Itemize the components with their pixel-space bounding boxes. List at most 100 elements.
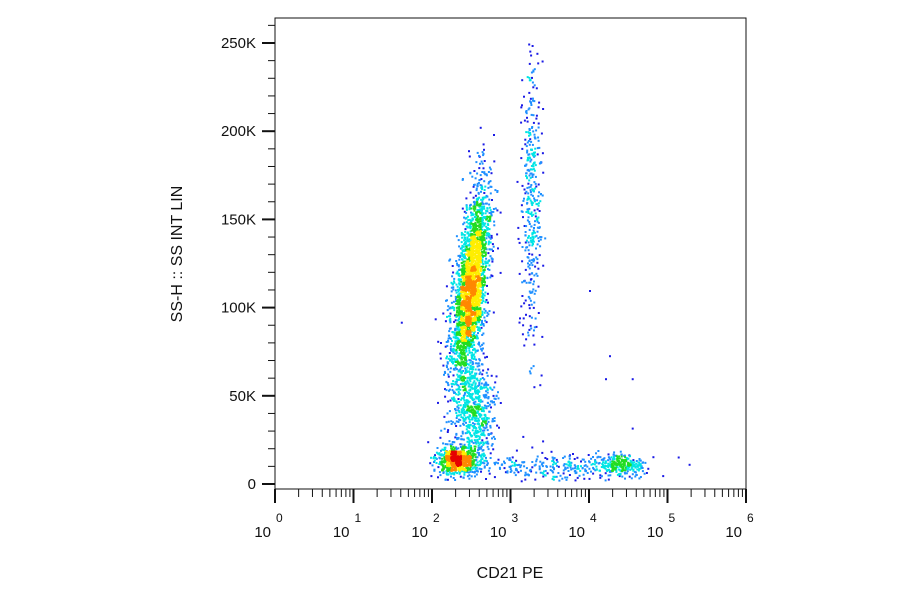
event-dot [464,384,467,387]
event-dot [474,280,477,283]
event-dot [595,465,598,468]
event-dot [508,458,511,461]
event-dot [530,54,533,57]
event-dot [463,313,465,316]
event-dot [533,199,536,201]
event-dot [541,462,544,465]
event-dot [486,374,489,377]
event-dot [464,247,467,250]
event-dot [457,254,460,257]
event-dot [487,396,490,398]
event-dot [459,311,462,314]
event-dot [489,185,492,188]
event-dot [478,364,481,367]
event-dot [475,321,478,324]
event-dot [459,302,462,305]
event-dot [602,465,605,468]
event-dot [486,417,489,419]
event-dot [541,451,544,454]
event-dot [484,173,487,176]
event-dot [527,192,530,195]
event-dot [474,412,477,414]
event-dot [466,278,469,280]
event-dot [439,436,442,439]
event-dot [486,388,489,391]
event-dot [482,429,484,432]
event-dot [472,245,475,248]
event-dot [584,460,587,463]
event-dot [488,198,491,201]
event-dot [444,395,447,398]
event-dot [482,407,485,410]
event-dot [466,283,469,286]
event-dot [467,253,470,256]
event-dot [624,477,626,480]
event-dot [435,451,438,454]
event-dot [487,252,490,255]
event-dot [479,276,481,279]
event-dot [469,414,472,417]
event-dot [451,361,453,364]
event-dot [479,323,482,326]
event-dot [492,311,495,314]
event-dot [481,373,484,376]
event-dot [474,368,477,371]
event-dot [520,121,523,124]
event-dot [458,324,461,327]
event-dot [470,234,473,237]
event-dot [457,465,459,467]
event-dot [487,268,489,271]
event-dot [470,271,473,274]
event-dot [478,396,481,399]
event-dot [457,391,460,393]
event-dot [473,355,476,358]
event-dot [527,210,530,213]
event-dot [449,466,452,469]
event-dot [452,374,455,377]
event-dot [458,411,461,414]
event-dot [529,176,532,179]
event-dot [466,336,469,339]
event-dot [536,243,539,246]
event-dot [480,210,483,213]
event-dot [488,268,491,271]
event-dot [621,467,624,470]
event-dot [465,295,468,298]
event-dot [472,462,475,465]
event-dot [535,117,538,120]
event-dot [479,430,482,433]
event-dot [468,238,471,241]
event-dot [460,355,463,358]
event-dot [573,458,576,460]
event-dot [468,455,471,457]
event-dot [481,272,484,275]
event-dot [460,247,463,250]
event-dot [534,200,536,203]
event-dot [457,447,460,450]
event-dot [465,463,468,466]
event-dot [467,331,470,334]
event-dot [515,459,518,462]
event-dot [472,313,475,316]
event-dot [468,277,471,280]
event-dot [458,466,461,469]
event-dot [434,454,436,457]
event-dot [610,456,613,459]
event-dot [480,248,483,251]
event-dot [546,458,549,461]
event-dot [479,246,481,249]
event-dot [497,458,500,461]
event-dot [463,248,466,251]
event-dot [479,203,482,206]
event-dot [470,386,473,389]
event-dot [586,465,589,468]
event-dot [469,252,472,255]
event-dot [616,464,619,467]
event-dot [464,318,466,321]
event-dot [463,234,466,236]
event-dot [521,246,524,248]
event-dot [677,456,680,459]
event-dot [571,467,574,470]
event-dot [530,104,533,106]
event-dot [488,310,491,313]
